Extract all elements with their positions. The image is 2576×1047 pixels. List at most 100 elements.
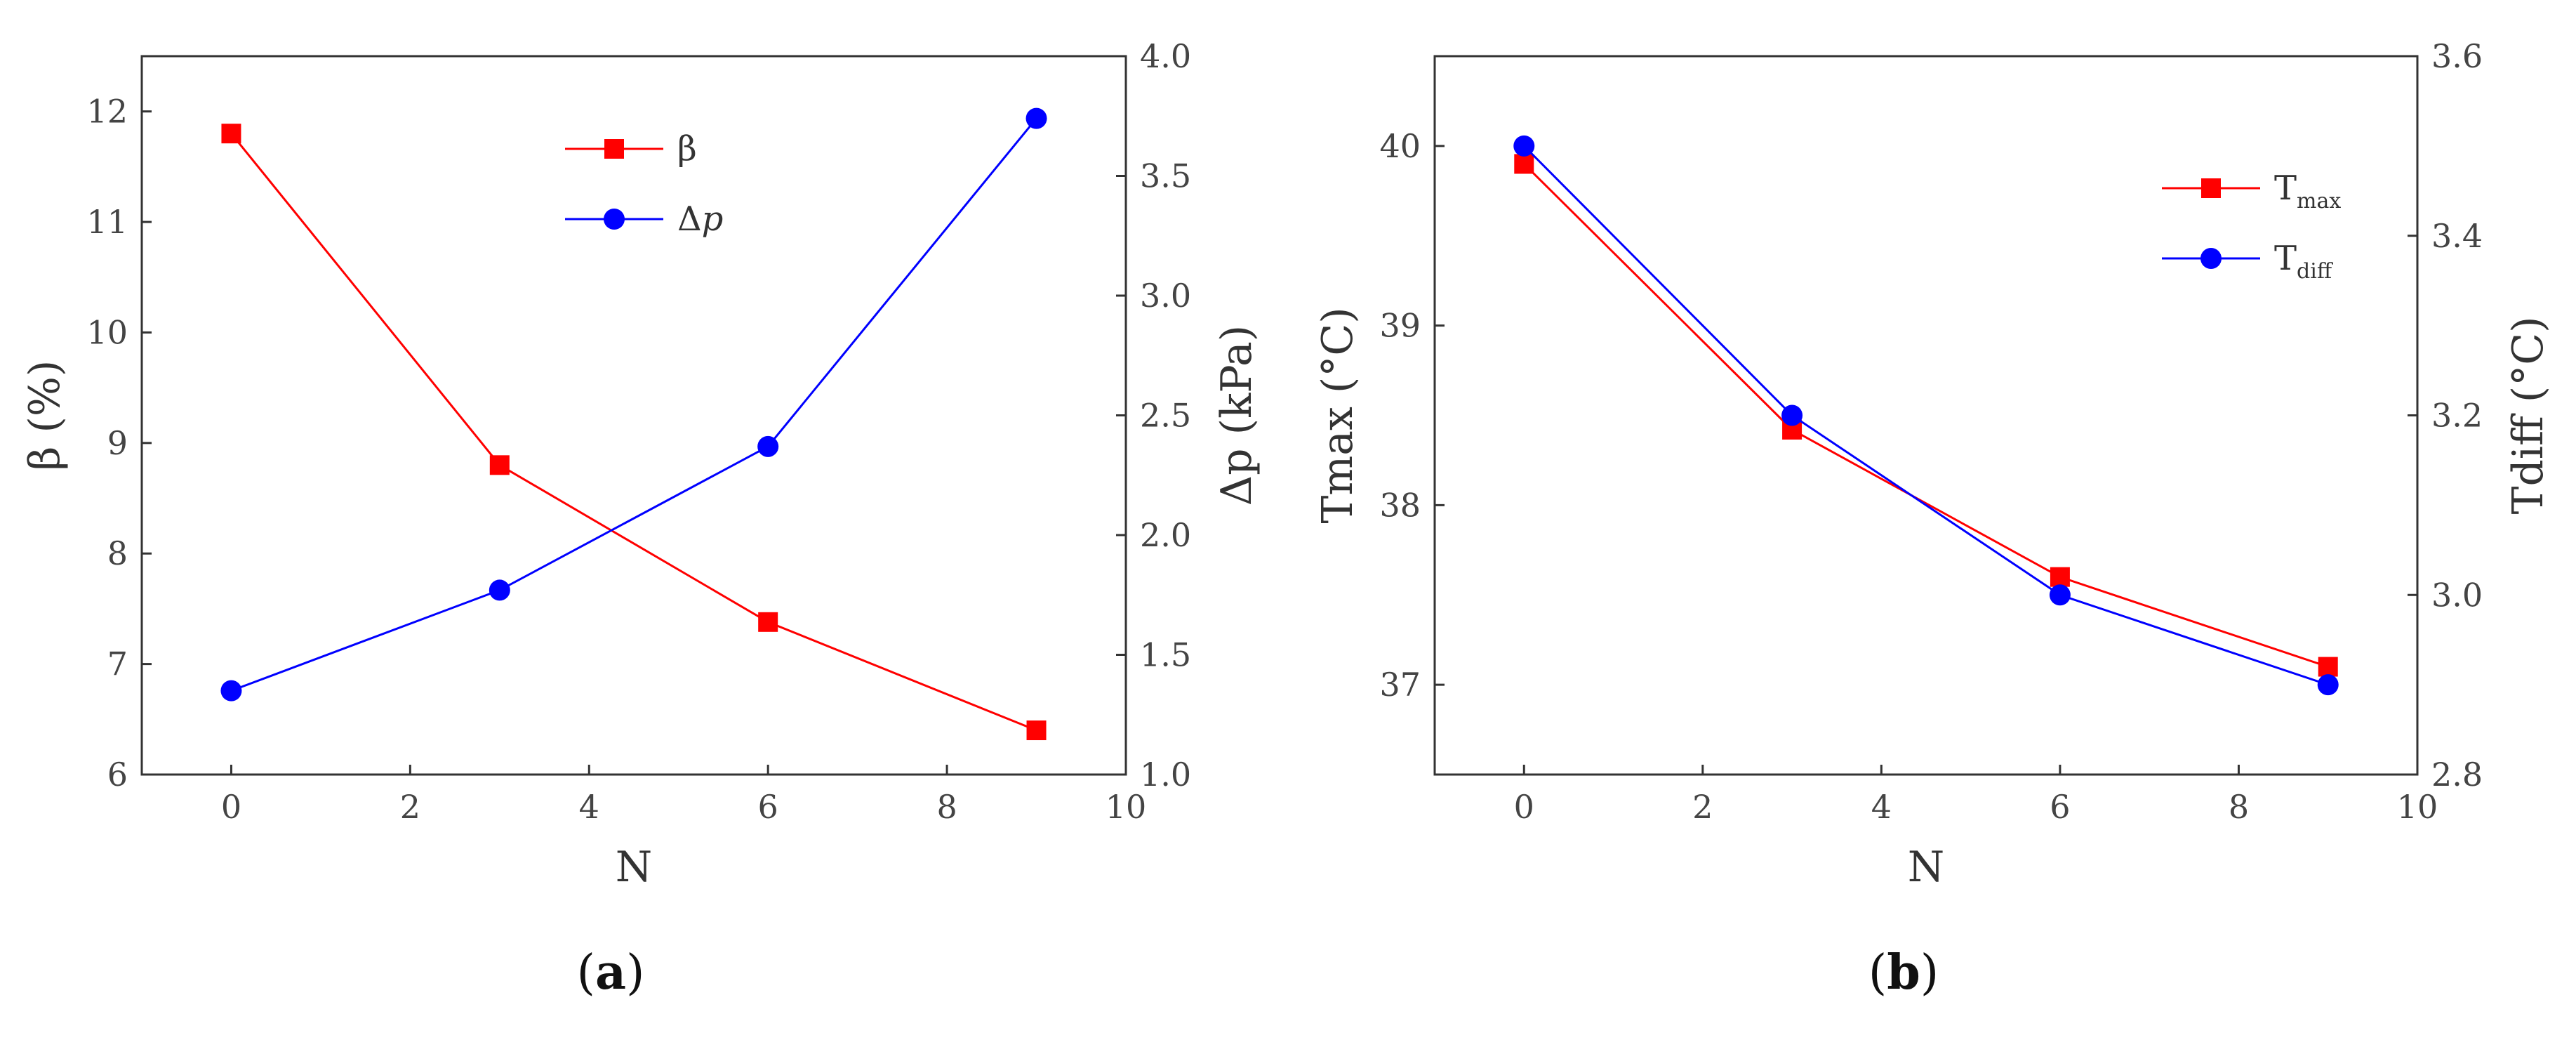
series-blue-circles bbox=[220, 107, 1047, 702]
panel-caption-open: ( bbox=[1868, 945, 1887, 1001]
legend-marker-circle bbox=[604, 209, 625, 230]
series-line bbox=[230, 133, 1037, 732]
series-line bbox=[1523, 145, 2329, 686]
x-tick-label: 0 bbox=[1514, 788, 1534, 826]
x-axis-title: N bbox=[1908, 843, 1945, 892]
y-axis-right: 2.8 3.0 3.2 3.4 3.6 bbox=[2408, 37, 2483, 794]
y-right-tick-label: 2.5 bbox=[1140, 397, 1191, 435]
chart-panel-a: 0 2 4 6 8 10 N 6 7 8 9 10 11 12 β (%) 1.0 1.5 2.0 2.5 3.0 3.… bbox=[20, 37, 1261, 1001]
legend-marker-square bbox=[604, 139, 624, 159]
y-axis-right: 1.0 1.5 2.0 2.5 3.0 3.5 4.0 bbox=[1116, 37, 1191, 794]
y-left-tick-label: 9 bbox=[107, 424, 128, 462]
y-axis-right-title: Tdiff (°C) bbox=[2504, 316, 2553, 514]
y-left-tick-label: 6 bbox=[107, 756, 128, 794]
panel-caption-letter: b bbox=[1887, 944, 1920, 1001]
data-point-circle bbox=[220, 680, 242, 702]
x-tick-label: 0 bbox=[221, 788, 241, 826]
y-right-tick-label: 3.5 bbox=[1140, 157, 1191, 195]
panel-caption: (b) bbox=[1868, 944, 1939, 1001]
legend-label-main: T bbox=[2274, 239, 2297, 278]
panel-caption-letter: a bbox=[595, 944, 626, 1001]
y-axis-left: 37 38 39 40 bbox=[1379, 127, 1445, 704]
legend-entry: Δp bbox=[565, 199, 723, 239]
x-tick-label: 2 bbox=[400, 788, 420, 826]
y-axis-left-title: β (%) bbox=[20, 360, 69, 471]
panel-caption-close: ) bbox=[626, 945, 645, 1001]
y-left-tick-label: 39 bbox=[1379, 307, 1421, 345]
y-right-tick-label: 2.8 bbox=[2431, 756, 2483, 794]
y-left-tick-label: 8 bbox=[107, 534, 128, 572]
data-point-circle bbox=[489, 579, 510, 601]
series-red-squares bbox=[221, 124, 1047, 741]
y-right-tick-label: 3.0 bbox=[1140, 277, 1191, 315]
y-right-tick-label: 4.0 bbox=[1140, 37, 1191, 75]
data-point-circle bbox=[2317, 674, 2339, 696]
x-tick-label: 10 bbox=[2397, 788, 2438, 826]
legend-marker-circle bbox=[2200, 248, 2222, 269]
series-line bbox=[1523, 163, 2329, 668]
legend-label-subscript: diff bbox=[2297, 259, 2334, 284]
data-point-circle bbox=[757, 435, 779, 457]
panel-caption-open: ( bbox=[576, 945, 595, 1001]
y-axis-right-title: Δp (kPa) bbox=[1212, 325, 1261, 506]
y-right-tick-label: 2.0 bbox=[1140, 516, 1191, 554]
legend-marker-square bbox=[2201, 178, 2221, 198]
data-point-circle bbox=[1781, 404, 1803, 426]
y-left-tick-label: 11 bbox=[86, 203, 128, 241]
x-axis: 0 2 4 6 8 10 bbox=[1514, 765, 2438, 826]
data-point-square bbox=[489, 455, 510, 475]
data-point-circle bbox=[2049, 584, 2071, 606]
y-axis-left: 6 7 8 9 10 11 12 bbox=[86, 93, 152, 794]
legend: β Δp bbox=[565, 129, 723, 239]
panel-caption: (a) bbox=[576, 944, 644, 1001]
x-tick-label: 8 bbox=[936, 788, 957, 826]
y-right-tick-label: 1.0 bbox=[1140, 756, 1191, 794]
data-point-square bbox=[2050, 567, 2070, 587]
y-left-tick-label: 10 bbox=[86, 313, 128, 351]
x-tick-label: 6 bbox=[2050, 788, 2070, 826]
y-left-tick-label: 37 bbox=[1379, 666, 1421, 704]
x-tick-label: 2 bbox=[1692, 788, 1713, 826]
series-blue-circles bbox=[1513, 135, 2339, 696]
series-red-squares bbox=[1514, 154, 2338, 677]
y-right-tick-label: 1.5 bbox=[1140, 636, 1191, 674]
legend-label-subscript: max bbox=[2297, 189, 2341, 213]
legend-label: Δp bbox=[677, 199, 723, 239]
data-point-square bbox=[758, 612, 778, 632]
data-point-square bbox=[2318, 657, 2338, 677]
x-axis: 0 2 4 6 8 10 bbox=[221, 765, 1146, 826]
y-left-tick-label: 7 bbox=[107, 645, 128, 683]
plot-frame bbox=[140, 55, 1127, 776]
data-point-circle bbox=[1025, 107, 1047, 129]
legend-label-italic: p bbox=[702, 199, 724, 239]
plot-frame bbox=[1433, 55, 2419, 776]
panel-caption-close: ) bbox=[1920, 945, 1939, 1001]
legend-label: Tmax bbox=[2274, 169, 2341, 213]
chart-panel-b: 0 2 4 6 8 10 N 37 38 39 40 Tmax (°C) 2.8 3.0 3.2 3.4 3.6… bbox=[1313, 37, 2553, 1001]
legend-entry: β bbox=[565, 129, 697, 169]
x-tick-label: 4 bbox=[579, 788, 599, 826]
y-right-tick-label: 3.2 bbox=[2431, 397, 2483, 435]
y-right-tick-label: 3.0 bbox=[2431, 576, 2483, 614]
legend-label: β bbox=[677, 129, 697, 169]
series-line bbox=[230, 117, 1037, 692]
data-point-square bbox=[221, 124, 241, 144]
y-left-tick-label: 12 bbox=[86, 93, 128, 131]
x-tick-label: 4 bbox=[1871, 788, 1892, 826]
legend-entry: Tdiff bbox=[2162, 239, 2334, 284]
x-tick-label: 6 bbox=[758, 788, 778, 826]
legend-label: Tdiff bbox=[2274, 239, 2334, 284]
y-axis-left-title: Tmax (°C) bbox=[1313, 307, 1362, 523]
x-tick-label: 8 bbox=[2229, 788, 2249, 826]
data-point-square bbox=[1514, 154, 1534, 174]
y-right-tick-label: 3.6 bbox=[2431, 37, 2483, 75]
data-point-circle bbox=[1513, 135, 1535, 157]
legend-label-main: T bbox=[2274, 169, 2297, 208]
x-axis-title: N bbox=[616, 843, 653, 892]
y-left-tick-label: 38 bbox=[1379, 486, 1421, 524]
legend-entry: Tmax bbox=[2162, 169, 2341, 213]
x-tick-label: 10 bbox=[1106, 788, 1147, 826]
y-left-tick-label: 40 bbox=[1379, 127, 1421, 165]
